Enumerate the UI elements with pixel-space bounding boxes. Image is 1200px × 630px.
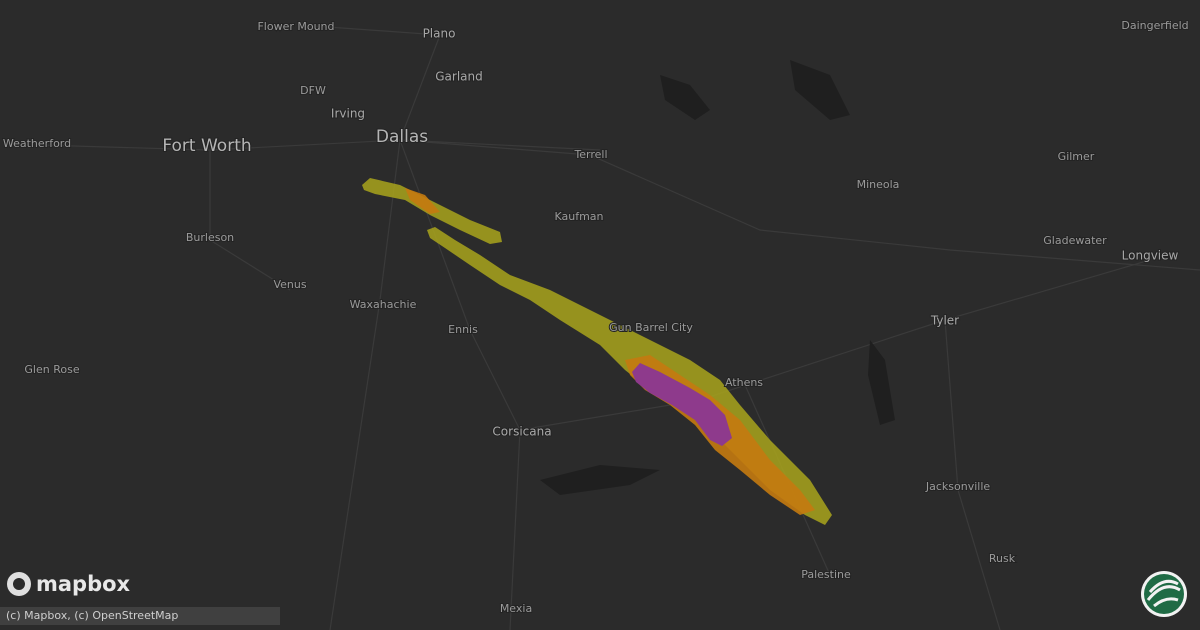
hail-swaths <box>362 178 832 525</box>
place-label: Rusk <box>989 552 1016 565</box>
place-label: Mexia <box>500 602 532 615</box>
logo-icon-inner <box>13 578 25 590</box>
place-label: Flower Mound <box>257 20 334 33</box>
place-label: Gun Barrel City <box>609 321 693 334</box>
place-label: Jacksonville <box>925 480 991 493</box>
place-label: Corsicana <box>492 425 551 439</box>
place-label: Dallas <box>376 127 428 147</box>
place-label: Weatherford <box>3 137 71 150</box>
place-labels: Flower Mound Plano Garland DFW Irving Da… <box>2 18 1190 616</box>
place-label: Irving <box>331 107 365 121</box>
logo-text: mapbox <box>36 572 131 596</box>
place-label: Venus <box>273 278 306 291</box>
place-label: Gilmer <box>1058 150 1095 163</box>
lakes <box>540 60 895 495</box>
place-label: Palestine <box>801 568 851 581</box>
place-label: Waxahachie <box>350 298 417 311</box>
place-label: Kaufman <box>554 210 603 223</box>
badge-mark <box>1146 579 1181 608</box>
place-label: Fort Worth <box>162 136 251 156</box>
mapbox-logo: mapbox <box>7 572 131 596</box>
place-label: Athens <box>725 376 763 389</box>
place-label: Ennis <box>448 323 478 336</box>
place-label: Daingerfield <box>1121 19 1188 32</box>
place-label: Terrell <box>573 148 607 161</box>
place-label: Longview <box>1122 249 1179 263</box>
place-label: Burleson <box>186 231 234 244</box>
brand-badge <box>1141 571 1187 617</box>
place-label: Mineola <box>857 178 900 191</box>
place-label: Glen Rose <box>24 363 79 376</box>
swath-mid <box>405 188 440 214</box>
place-label: Tyler <box>930 314 959 328</box>
badge-inner <box>1144 574 1184 614</box>
place-label: Garland <box>435 70 483 84</box>
place-label: Gladewater <box>1043 234 1107 247</box>
attribution[interactable]: (c) Mapbox, (c) OpenStreetMap <box>6 609 178 622</box>
attribution-bg <box>0 607 280 625</box>
swath-high <box>632 363 732 446</box>
place-label: Plano <box>423 27 456 41</box>
place-label: DFW <box>300 84 326 97</box>
